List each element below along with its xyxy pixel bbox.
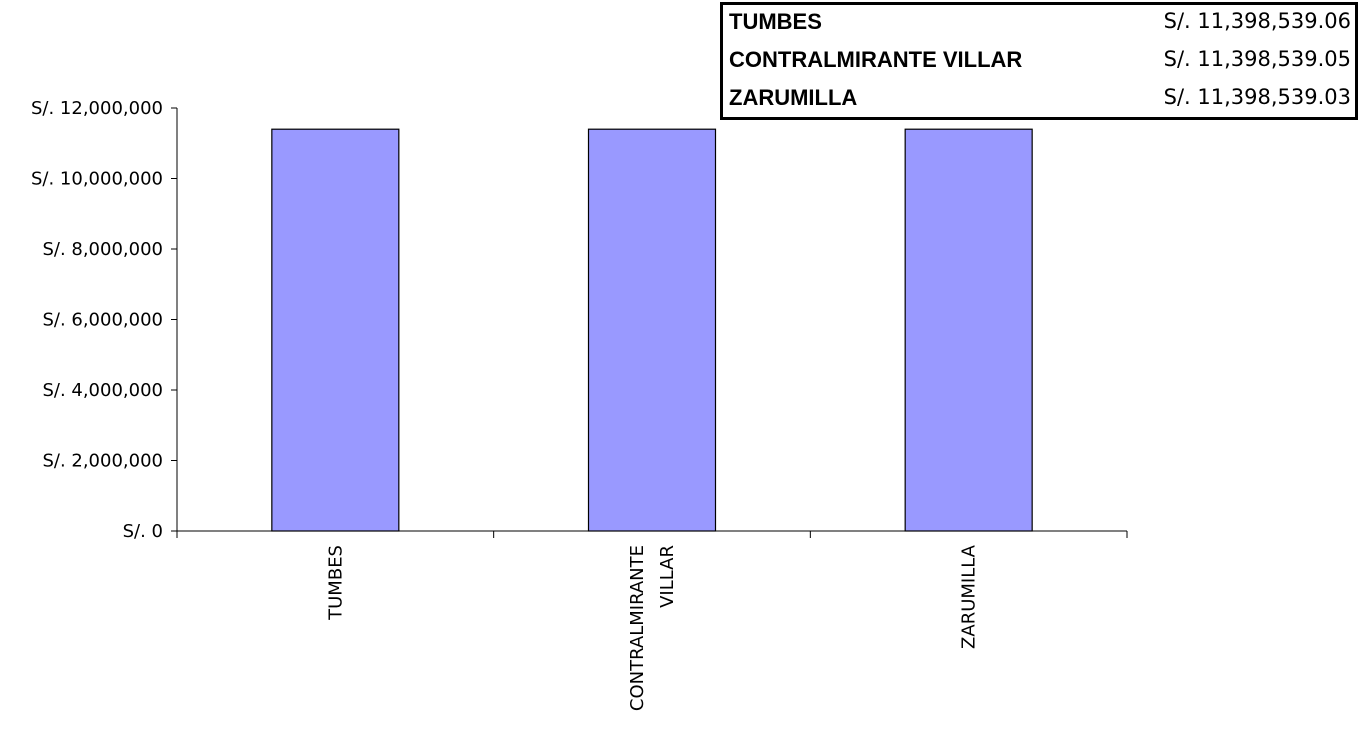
bars bbox=[271, 128, 1033, 532]
x-tick-label-line: VILLAR bbox=[657, 545, 678, 608]
y-tick-label: S/. 2,000,000 bbox=[42, 451, 163, 472]
table-row: CONTRALMIRANTE VILLAR S/. 11,398,539.05 bbox=[729, 43, 1351, 81]
x-tick-label-line: CONTRALMIRANTE bbox=[627, 545, 648, 711]
row-name: TUMBES bbox=[729, 9, 822, 34]
y-tick-label: S/. 4,000,000 bbox=[42, 380, 163, 401]
values-table: TUMBES S/. 11,398,539.06 CONTRALMIRANTE … bbox=[720, 2, 1358, 120]
y-axis: S/. 0 S/. 2,000,000 S/. 4,000,000 S/. 6,000… bbox=[31, 98, 178, 542]
table-row: TUMBES S/. 11,398,539.06 bbox=[729, 5, 1351, 43]
x-tick-label: CONTRALMIRANTE VILLAR bbox=[627, 545, 678, 711]
y-tick-label: S/. 0 bbox=[123, 521, 163, 542]
y-tick-label: S/. 8,000,000 bbox=[42, 239, 163, 260]
x-tick-label: TUMBES bbox=[325, 545, 346, 621]
x-axis: TUMBES CONTRALMIRANTE VILLAR ZARUMILLA bbox=[176, 530, 1128, 711]
row-name: CONTRALMIRANTE VILLAR bbox=[729, 47, 1023, 72]
bar bbox=[587, 128, 717, 532]
table-row: ZARUMILLA S/. 11,398,539.03 bbox=[729, 81, 1351, 119]
x-tick-label: ZARUMILLA bbox=[959, 544, 980, 649]
y-tick-label: S/. 10,000,000 bbox=[31, 169, 163, 190]
y-tick-label: S/. 6,000,000 bbox=[42, 310, 163, 331]
bar bbox=[904, 128, 1033, 532]
y-tick-label: S/. 12,000,000 bbox=[31, 98, 163, 119]
bar bbox=[271, 128, 400, 532]
row-value: S/. 11,398,539.03 bbox=[1163, 85, 1351, 109]
row-name: ZARUMILLA bbox=[729, 85, 858, 110]
x-tick-label-line: TUMBES bbox=[325, 545, 346, 621]
row-value: S/. 11,398,539.05 bbox=[1163, 47, 1351, 71]
row-value: S/. 11,398,539.06 bbox=[1163, 9, 1351, 33]
x-tick-label-line: ZARUMILLA bbox=[959, 544, 980, 649]
